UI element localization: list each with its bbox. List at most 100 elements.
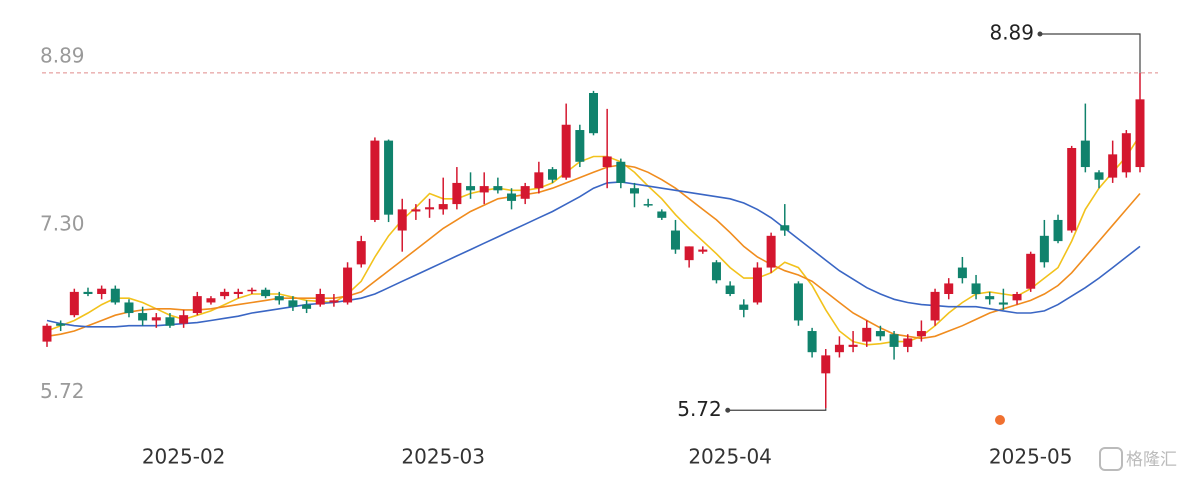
candle-body	[438, 204, 448, 210]
candle-body	[766, 235, 776, 268]
candle-body	[179, 315, 189, 324]
candle-body	[711, 262, 721, 281]
candle-body	[780, 225, 790, 231]
moving-average-line	[46, 181, 1141, 328]
candle-body	[233, 291, 243, 295]
candle-body	[220, 291, 230, 297]
candle-body	[1039, 235, 1049, 263]
candle-body	[493, 186, 503, 191]
candle-body	[657, 211, 667, 218]
candle-body	[616, 161, 626, 183]
candle-body	[930, 291, 940, 321]
candle-body	[916, 331, 926, 337]
candle-body	[725, 285, 735, 295]
candle-body	[343, 267, 353, 303]
candle-body	[288, 300, 298, 307]
x-tick-label: 2025-03	[401, 445, 485, 469]
moving-average-line	[46, 164, 1141, 340]
candle-body	[1012, 294, 1022, 301]
annotation-label: 5.72	[677, 397, 722, 421]
candle-body	[1080, 140, 1090, 168]
candle-body	[589, 92, 598, 134]
candle-body	[452, 182, 462, 205]
y-tick-label: 7.30	[40, 212, 85, 236]
x-tick-label: 2025-05	[989, 445, 1073, 469]
y-tick-label: 8.89	[40, 43, 85, 67]
candle-body	[821, 355, 831, 374]
candle-body	[97, 288, 107, 295]
candle-body	[807, 331, 817, 353]
candle-body	[1067, 148, 1077, 231]
candle-body	[1026, 253, 1036, 289]
candle-body	[1135, 99, 1145, 168]
candle-body	[602, 156, 612, 168]
candle-body	[479, 186, 489, 193]
candle-body	[507, 193, 517, 201]
candle-body	[151, 317, 161, 321]
logo-icon	[1099, 447, 1123, 471]
candle-body	[315, 294, 325, 305]
candle-body	[110, 288, 120, 303]
candle-body	[834, 344, 844, 353]
candle-body	[370, 140, 380, 220]
candle-body	[356, 241, 366, 265]
candle-body	[261, 289, 271, 297]
candle-body	[56, 323, 66, 326]
candle-body	[520, 186, 530, 199]
candle-body	[944, 283, 954, 295]
candle-body	[739, 304, 749, 310]
candle-body	[411, 209, 421, 212]
x-tick-label: 2025-02	[142, 445, 226, 469]
candle-body	[1053, 219, 1063, 242]
candle-body	[206, 298, 216, 303]
candle-body	[561, 124, 571, 178]
candle-body	[1094, 172, 1104, 180]
candle-body	[971, 283, 981, 295]
candle-body	[698, 249, 708, 252]
candle-body	[670, 230, 680, 250]
candle-body	[466, 186, 476, 191]
candle-body	[985, 296, 995, 300]
y-tick-label: 5.72	[40, 379, 85, 403]
candle-body	[629, 188, 639, 194]
candle-body	[425, 207, 435, 210]
candle-body	[397, 209, 407, 231]
candle-body	[684, 246, 694, 261]
candle-body	[903, 338, 913, 347]
candle-body	[329, 300, 339, 303]
candle-body	[1121, 133, 1131, 173]
candle-body	[302, 304, 312, 309]
candle-body	[889, 334, 899, 347]
candle-body	[1108, 154, 1118, 178]
candle-body	[124, 302, 134, 314]
candle-body	[165, 317, 175, 326]
candle-body	[384, 140, 394, 215]
annotation-leader	[727, 408, 827, 411]
candle-body	[534, 172, 544, 189]
candle-body	[848, 344, 858, 347]
candle-body	[643, 204, 653, 206]
dot	[995, 415, 1005, 425]
candle-body	[83, 291, 93, 295]
candle-body	[247, 289, 257, 292]
candle-body	[138, 313, 148, 321]
x-tick-label: 2025-04	[688, 445, 772, 469]
candle-body	[793, 283, 803, 321]
annotation-dot	[1037, 31, 1043, 37]
watermark: 格隆汇	[1126, 450, 1177, 470]
candle-body	[752, 267, 762, 303]
candle-body	[42, 325, 52, 342]
candle-body	[274, 296, 284, 301]
candle-body	[192, 296, 202, 314]
candle-body	[875, 331, 885, 337]
annotation-label: 8.89	[989, 21, 1034, 45]
candle-body	[575, 130, 585, 162]
candle-body	[957, 267, 967, 279]
candle-body	[998, 302, 1008, 305]
annotation-dot	[725, 407, 731, 413]
annotation-leader	[1040, 33, 1141, 73]
candle-body	[862, 327, 872, 342]
candle-body	[69, 291, 79, 316]
